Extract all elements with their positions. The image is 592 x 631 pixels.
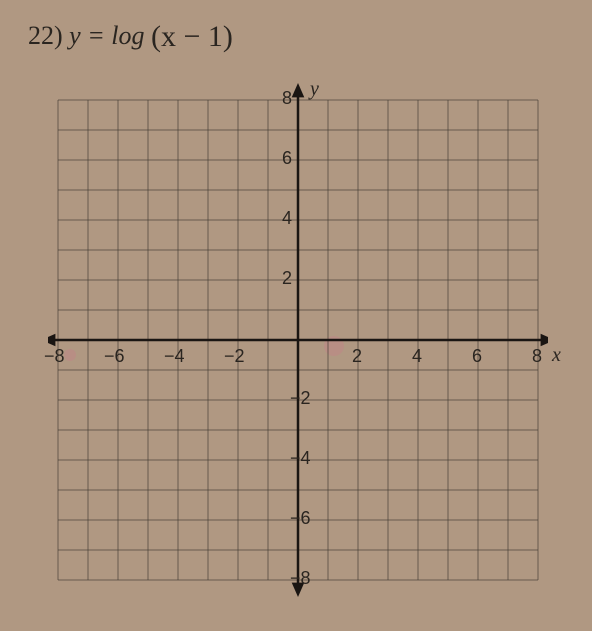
- y-tick-label: 4: [282, 208, 292, 229]
- y-tick-label: 2: [282, 268, 292, 289]
- y-tick-label: −8: [290, 568, 311, 589]
- problem-number: 22): [28, 21, 63, 50]
- y-tick-label: −4: [290, 448, 311, 469]
- y-tick-label: 8: [282, 88, 292, 109]
- page: 22) y = log (x − 1) y x −8 −6 −4 −2 2 4 6 8 −8 −6…: [0, 0, 592, 631]
- x-axis-label: x: [552, 344, 561, 367]
- y-axis-label: y: [310, 78, 319, 101]
- y-tick-label: 6: [282, 148, 292, 169]
- x-tick-label: −6: [104, 346, 125, 367]
- x-tick-label: 6: [472, 346, 482, 367]
- x-tick-label: 2: [352, 346, 362, 367]
- x-tick-label: 4: [412, 346, 422, 367]
- x-tick-label: 8: [532, 346, 542, 367]
- problem-statement: 22) y = log (x − 1): [28, 18, 233, 52]
- equation-lhs: y = log: [69, 21, 151, 50]
- y-tick-label: −2: [290, 388, 311, 409]
- x-tick-label: −4: [164, 346, 185, 367]
- x-tick-label: −8: [44, 346, 65, 367]
- x-tick-label: −2: [224, 346, 245, 367]
- equation-arg: (x − 1): [151, 20, 233, 53]
- graph-container: y x −8−6−4−22468−8−6−4−22468: [48, 80, 548, 600]
- y-tick-label: −6: [290, 508, 311, 529]
